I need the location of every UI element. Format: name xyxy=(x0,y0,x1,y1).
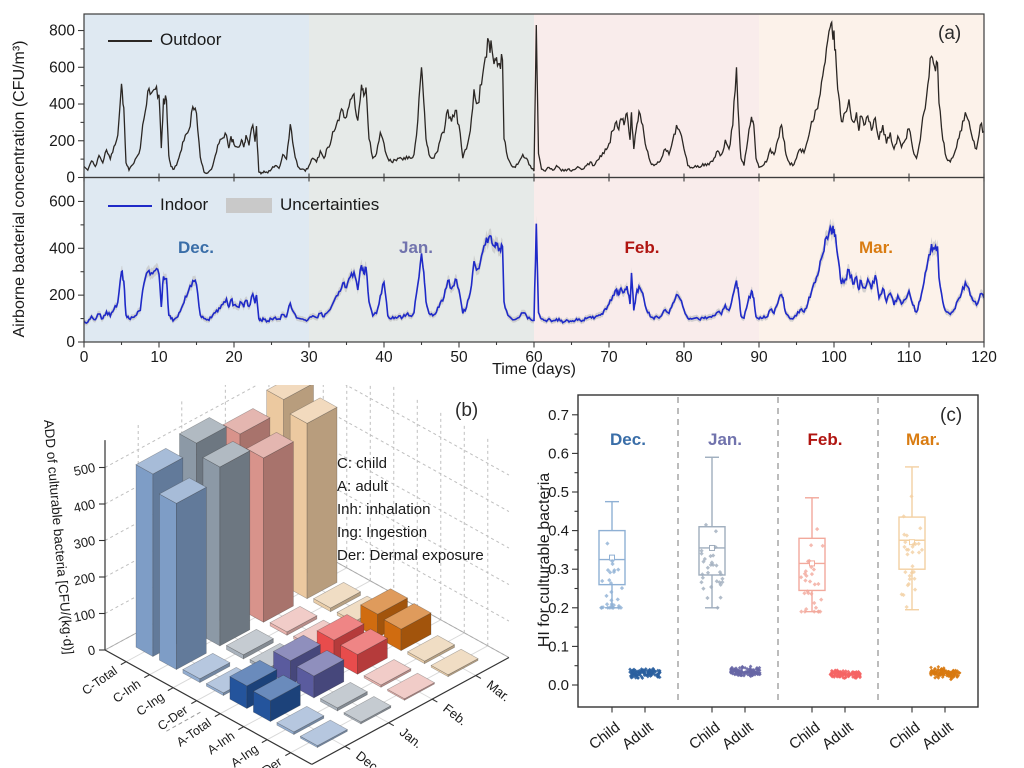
svg-text:Adult: Adult xyxy=(919,718,957,753)
panel-a-month-label-mar: Mar. xyxy=(858,238,894,257)
svg-text:50: 50 xyxy=(450,349,468,366)
svg-text:500: 500 xyxy=(72,460,96,479)
legend-line-adult: A: adult xyxy=(337,478,388,495)
panel-b-letter: (b) xyxy=(455,400,479,421)
panel-a-x-axis-title: Time (days) xyxy=(492,361,576,378)
svg-text:0: 0 xyxy=(66,170,75,187)
legend-line-der: Der: Dermal exposure xyxy=(337,547,484,564)
uncertainties-legend-label: Uncertainties xyxy=(280,195,380,214)
svg-text:Mar.: Mar. xyxy=(484,677,513,704)
svg-text:Feb.: Feb. xyxy=(440,701,470,729)
legend-line-ing: Ing: Ingestion xyxy=(337,524,428,541)
svg-text:110: 110 xyxy=(897,349,922,366)
svg-text:400: 400 xyxy=(49,240,75,257)
legend-line-inh: Inh: inhalation xyxy=(337,501,431,518)
svg-text:0.1: 0.1 xyxy=(548,638,569,655)
svg-text:Child: Child xyxy=(886,719,923,753)
svg-text:0.5: 0.5 xyxy=(548,484,569,501)
svg-text:30: 30 xyxy=(300,349,318,366)
indoor-legend-label: Indoor xyxy=(160,195,209,214)
svg-text:20: 20 xyxy=(225,349,243,366)
svg-text:0.3: 0.3 xyxy=(548,561,569,578)
svg-text:10: 10 xyxy=(150,349,168,366)
svg-text:400: 400 xyxy=(72,496,96,515)
svg-text:0.7: 0.7 xyxy=(548,407,569,424)
panel-c-month-label-mar: Mar. xyxy=(905,430,941,449)
svg-text:Jan.: Jan. xyxy=(397,724,426,751)
panel-b-chart: 0100200300400500C-TotalC-InhC-IngC-DerA-… xyxy=(72,385,513,768)
svg-text:400: 400 xyxy=(49,96,75,113)
svg-text:A-Ing: A-Ing xyxy=(228,742,261,768)
svg-text:300: 300 xyxy=(72,533,96,552)
svg-text:100: 100 xyxy=(821,349,847,366)
svg-text:Dec.: Dec. xyxy=(353,748,383,768)
svg-text:0.6: 0.6 xyxy=(548,445,569,462)
panel-c-month-label-dec: Dec. xyxy=(610,430,646,449)
panel-a-month-label-dec: Dec. xyxy=(178,238,214,257)
panel-a-y-axis-title: Airborne bacterial concentration (CFU/m³… xyxy=(11,40,28,338)
svg-text:100: 100 xyxy=(72,606,96,625)
panel-a-letter: (a) xyxy=(938,23,962,44)
svg-text:0.4: 0.4 xyxy=(548,523,569,540)
svg-text:C-Der: C-Der xyxy=(155,703,190,734)
svg-text:200: 200 xyxy=(72,569,96,588)
svg-text:0: 0 xyxy=(86,642,96,658)
svg-text:80: 80 xyxy=(675,349,693,366)
panel-c-month-label-feb: Feb. xyxy=(807,430,843,449)
svg-text:Adult: Adult xyxy=(619,718,657,753)
indoor-line-swatch xyxy=(108,205,152,207)
svg-text:40: 40 xyxy=(375,349,393,366)
panel-a-chart: 0 10 20 30 40 50 60 70 80 90 100 110 120 0 200 400 600 80… xyxy=(49,13,997,366)
svg-text:Adult: Adult xyxy=(719,718,757,753)
svg-text:Child: Child xyxy=(686,719,723,753)
svg-text:60: 60 xyxy=(525,349,543,366)
panel-c-month-label-jan: Jan. xyxy=(707,430,743,449)
svg-text:C-Inh: C-Inh xyxy=(110,677,143,706)
svg-text:70: 70 xyxy=(600,349,618,366)
svg-text:Adult: Adult xyxy=(819,718,857,753)
svg-text:120: 120 xyxy=(971,349,997,366)
svg-text:Child: Child xyxy=(786,719,823,753)
svg-text:800: 800 xyxy=(49,23,75,40)
svg-text:0.2: 0.2 xyxy=(548,600,569,617)
panel-a-month-label-jan: Jan. xyxy=(398,238,434,257)
svg-text:600: 600 xyxy=(49,193,75,210)
panel-b-abbreviation-legend: C: child A: adult Inh: inhalation Ing: I… xyxy=(337,452,484,567)
svg-text:C-Ing: C-Ing xyxy=(134,690,167,719)
svg-text:600: 600 xyxy=(49,59,75,76)
svg-text:90: 90 xyxy=(750,349,768,366)
svg-text:0: 0 xyxy=(66,334,75,351)
outdoor-line-swatch xyxy=(108,40,152,42)
legend-line-child: C: child xyxy=(337,455,388,472)
panel-c-y-axis-title: HI for culturable bacteria xyxy=(536,472,553,648)
panel-a-month-label-feb: Feb. xyxy=(624,238,660,257)
svg-text:200: 200 xyxy=(49,133,75,150)
uncertainties-swatch xyxy=(226,198,272,213)
outdoor-legend-label: Outdoor xyxy=(160,30,222,49)
svg-text:Child: Child xyxy=(586,719,623,753)
panel-c-letter: (c) xyxy=(940,405,963,426)
svg-text:A-Inh: A-Inh xyxy=(205,729,238,758)
svg-text:0.0: 0.0 xyxy=(548,677,569,694)
svg-text:0: 0 xyxy=(80,349,89,366)
svg-text:200: 200 xyxy=(49,287,75,304)
